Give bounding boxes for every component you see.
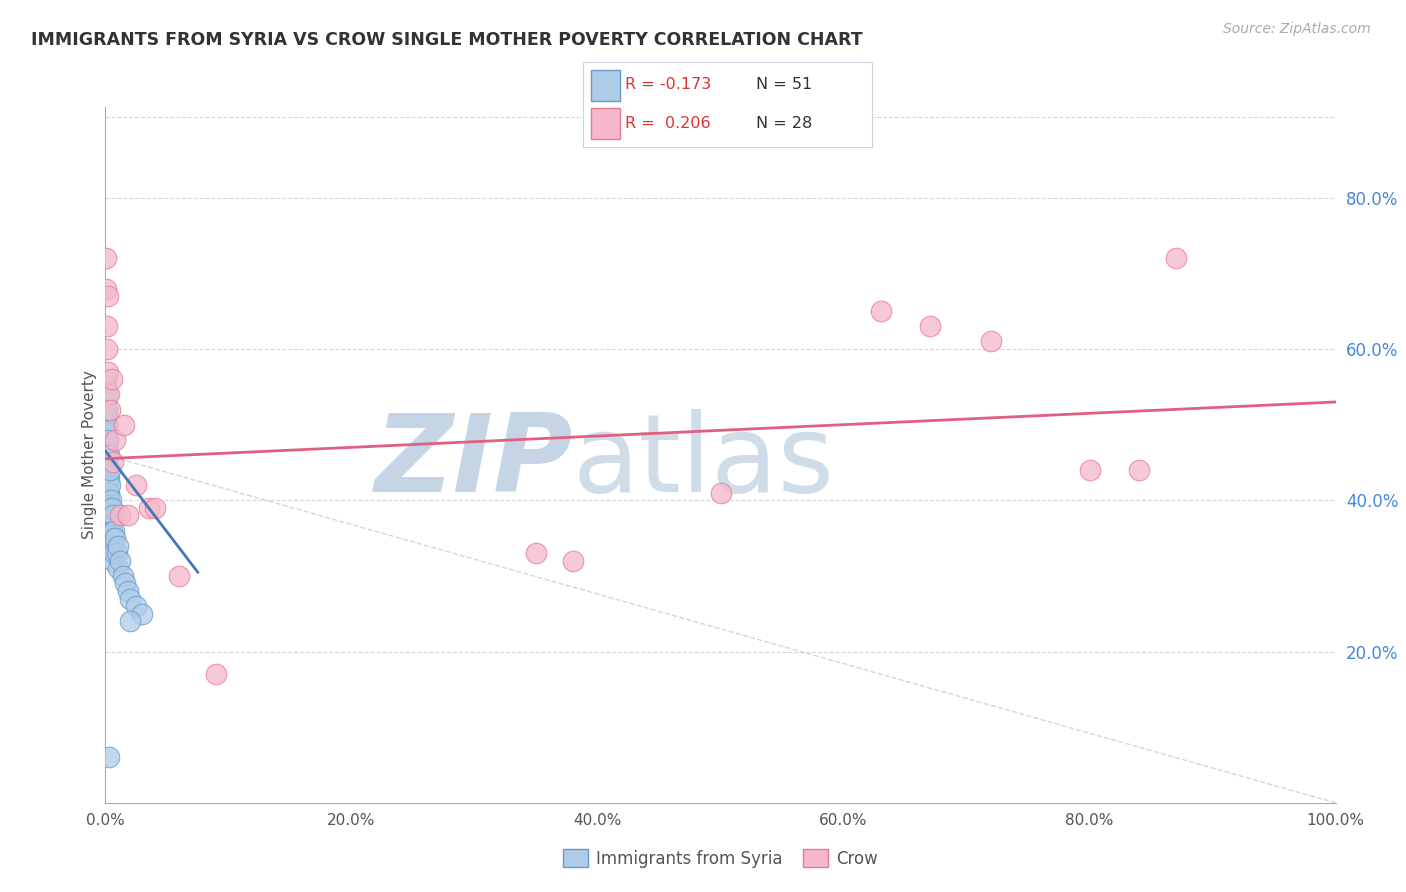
Point [112, 417, 135, 432]
Text: IMMIGRANTS FROM SYRIA VS CROW SINGLE MOTHER POVERTY CORRELATION CHART: IMMIGRANTS FROM SYRIA VS CROW SINGLE MOT… [31, 31, 862, 49]
Point [101, 455, 124, 469]
Point [97, 289, 120, 303]
Point [98, 478, 121, 492]
Point [111, 569, 134, 583]
Point [97, 365, 120, 379]
Point [96, 252, 118, 266]
Point [98, 402, 122, 417]
Point [96, 417, 118, 432]
Point [120, 615, 141, 629]
Point [101, 508, 124, 523]
Point [125, 599, 148, 614]
Text: ZIP: ZIP [374, 409, 574, 515]
Point [96, 402, 118, 417]
Point [96, 425, 118, 440]
Point [100, 500, 122, 515]
Point [869, 304, 891, 318]
Point [103, 524, 125, 538]
Point [143, 500, 166, 515]
Y-axis label: Single Mother Poverty: Single Mother Poverty [82, 370, 97, 540]
Text: atlas: atlas [574, 409, 835, 515]
Point [94, 372, 117, 386]
Point [1164, 252, 1187, 266]
Point [97, 448, 120, 462]
Point [98, 470, 121, 484]
Point [524, 546, 547, 560]
Point [104, 531, 127, 545]
Text: N = 28: N = 28 [756, 116, 813, 131]
Point [105, 546, 128, 560]
Point [110, 554, 132, 568]
Point [205, 667, 228, 681]
Point [101, 531, 124, 545]
Point [98, 448, 121, 462]
Point [98, 500, 121, 515]
Point [97, 433, 120, 447]
Point [114, 576, 136, 591]
Point [97, 485, 120, 500]
Point [98, 463, 122, 477]
Point [1078, 463, 1101, 477]
Text: N = 51: N = 51 [756, 78, 813, 93]
Bar [591, 108, 620, 139]
Point [96, 410, 118, 425]
Point [97, 470, 120, 484]
Text: R = -0.173: R = -0.173 [626, 78, 711, 93]
Point [96, 319, 118, 334]
Point [710, 485, 733, 500]
Point [96, 448, 118, 462]
Point [96, 395, 118, 409]
Text: R =  0.206: R = 0.206 [626, 116, 711, 131]
Point [101, 554, 124, 568]
Point [980, 334, 1002, 349]
Point [98, 516, 121, 530]
Point [96, 402, 118, 417]
Point [96, 387, 118, 401]
Point [97, 463, 120, 477]
Point [562, 554, 585, 568]
Point [97, 463, 120, 477]
Bar [591, 70, 620, 101]
Point [131, 607, 153, 621]
Point [100, 524, 122, 538]
Point [97, 478, 120, 492]
Point [100, 372, 122, 386]
Point [138, 500, 160, 515]
Point [96, 342, 118, 356]
Point [918, 319, 941, 334]
Point [96, 433, 118, 447]
Point [100, 539, 122, 553]
Point [98, 508, 122, 523]
Point [104, 433, 127, 447]
Point [98, 524, 122, 538]
Point [98, 387, 121, 401]
Point [94, 281, 117, 295]
Point [117, 508, 139, 523]
Point [96, 441, 118, 455]
Point [94, 380, 117, 394]
Point [117, 584, 139, 599]
Legend: Immigrants from Syria, Crow: Immigrants from Syria, Crow [557, 842, 884, 874]
Point [107, 561, 129, 575]
Point [120, 591, 141, 606]
Point [98, 485, 121, 500]
Point [169, 569, 191, 583]
Point [97, 493, 120, 508]
Point [103, 546, 125, 560]
Point [125, 478, 148, 492]
Point [98, 750, 121, 764]
Point [1128, 463, 1150, 477]
Point [110, 508, 132, 523]
Text: Source: ZipAtlas.com: Source: ZipAtlas.com [1223, 22, 1371, 37]
Point [107, 539, 129, 553]
Point [100, 493, 122, 508]
